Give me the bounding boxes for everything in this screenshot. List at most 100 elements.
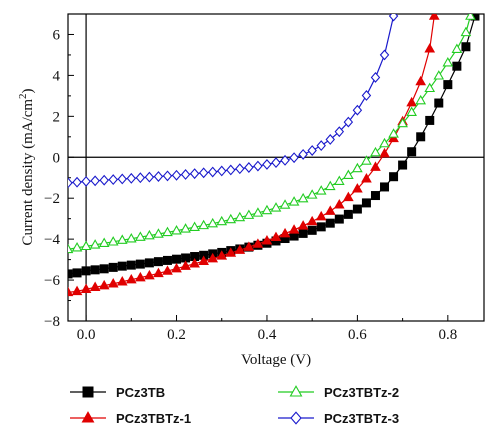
data-point: [144, 229, 155, 240]
data-point: [71, 242, 83, 252]
y-tick-label: 0: [53, 150, 61, 166]
data-point: [370, 72, 381, 83]
data-point: [171, 225, 182, 235]
x-tick-label: 0.6: [348, 327, 367, 343]
data-point: [217, 165, 227, 177]
data-point: [307, 145, 317, 156]
data-point: [424, 43, 436, 53]
data-point: [262, 158, 272, 170]
data-point: [171, 169, 182, 181]
x-tick-label: 0.8: [438, 327, 457, 343]
data-point: [279, 227, 291, 238]
series-layer: [68, 14, 480, 297]
data-point: [72, 176, 82, 188]
data-point: [99, 174, 109, 186]
data-point: [153, 257, 163, 267]
data-point: [433, 70, 445, 80]
data-point: [90, 265, 100, 275]
x-tick-label: 0.2: [167, 327, 186, 343]
data-point: [397, 117, 408, 128]
data-point: [279, 199, 291, 209]
data-point: [343, 116, 354, 128]
data-point: [162, 255, 172, 265]
data-point: [198, 167, 209, 179]
data-point: [361, 90, 372, 101]
data-point: [316, 222, 326, 232]
y-tick-label: −4: [44, 232, 60, 248]
data-point: [135, 271, 146, 282]
y-tick-label: −2: [44, 191, 60, 207]
data-point: [144, 258, 154, 268]
data-point: [452, 61, 462, 71]
data-point: [428, 14, 440, 20]
data-point: [288, 196, 300, 206]
data-point: [144, 269, 155, 280]
data-point: [226, 164, 236, 176]
data-point: [144, 171, 155, 183]
data-point: [465, 14, 476, 20]
data-point: [243, 241, 255, 251]
data-point: [343, 191, 354, 202]
data-point: [460, 26, 472, 37]
data-point: [162, 170, 173, 182]
data-point: [343, 209, 353, 219]
y-tick-label: 4: [53, 68, 61, 84]
data-point: [98, 279, 110, 290]
data-point: [162, 226, 173, 237]
data-point: [189, 257, 200, 268]
data-point: [325, 134, 335, 145]
data-point: [280, 154, 290, 166]
data-point: [80, 240, 92, 251]
data-point: [316, 140, 326, 152]
data-point: [306, 189, 318, 199]
data-point: [307, 225, 317, 235]
data-point: [253, 160, 263, 172]
data-point: [135, 259, 145, 269]
data-point: [108, 174, 118, 186]
data-point: [325, 218, 335, 228]
data-point: [406, 106, 417, 116]
data-point: [379, 137, 390, 148]
data-point: [234, 244, 246, 254]
data-point: [189, 221, 200, 232]
data-point: [126, 172, 137, 184]
data-point: [252, 207, 264, 217]
data-point: [370, 191, 380, 201]
data-point: [171, 262, 182, 273]
data-point: [306, 215, 318, 226]
data-point: [180, 260, 191, 270]
data-point: [189, 168, 200, 180]
legend-label: PCz3TBTz-1: [116, 411, 191, 426]
y-axis-title: Current density (mA/cm2): [17, 88, 36, 245]
data-point: [162, 265, 173, 275]
data-point: [153, 228, 164, 238]
data-point: [207, 252, 219, 263]
data-point: [68, 286, 74, 297]
data-point: [361, 173, 372, 183]
data-point: [153, 171, 164, 182]
data-point: [352, 104, 363, 116]
data-point: [81, 175, 91, 187]
data-point: [443, 80, 453, 90]
data-point: [434, 98, 444, 108]
data-point: [153, 267, 164, 278]
data-point: [125, 233, 137, 243]
data-point: [180, 223, 191, 233]
data-point: [451, 43, 463, 53]
data-point: [207, 166, 218, 178]
legend-entry: PCz3TBTz-2: [278, 385, 399, 400]
data-point: [315, 185, 327, 195]
data-point: [415, 94, 427, 105]
data-point: [406, 96, 417, 107]
data-point: [198, 255, 209, 265]
data-point: [225, 247, 237, 257]
data-point: [370, 146, 381, 157]
data-point: [235, 163, 245, 175]
data-point: [388, 128, 399, 138]
data-point: [80, 283, 92, 294]
legend-marker: [290, 411, 302, 425]
data-point: [298, 228, 308, 238]
series-line: [68, 15, 476, 275]
data-point: [207, 217, 219, 228]
